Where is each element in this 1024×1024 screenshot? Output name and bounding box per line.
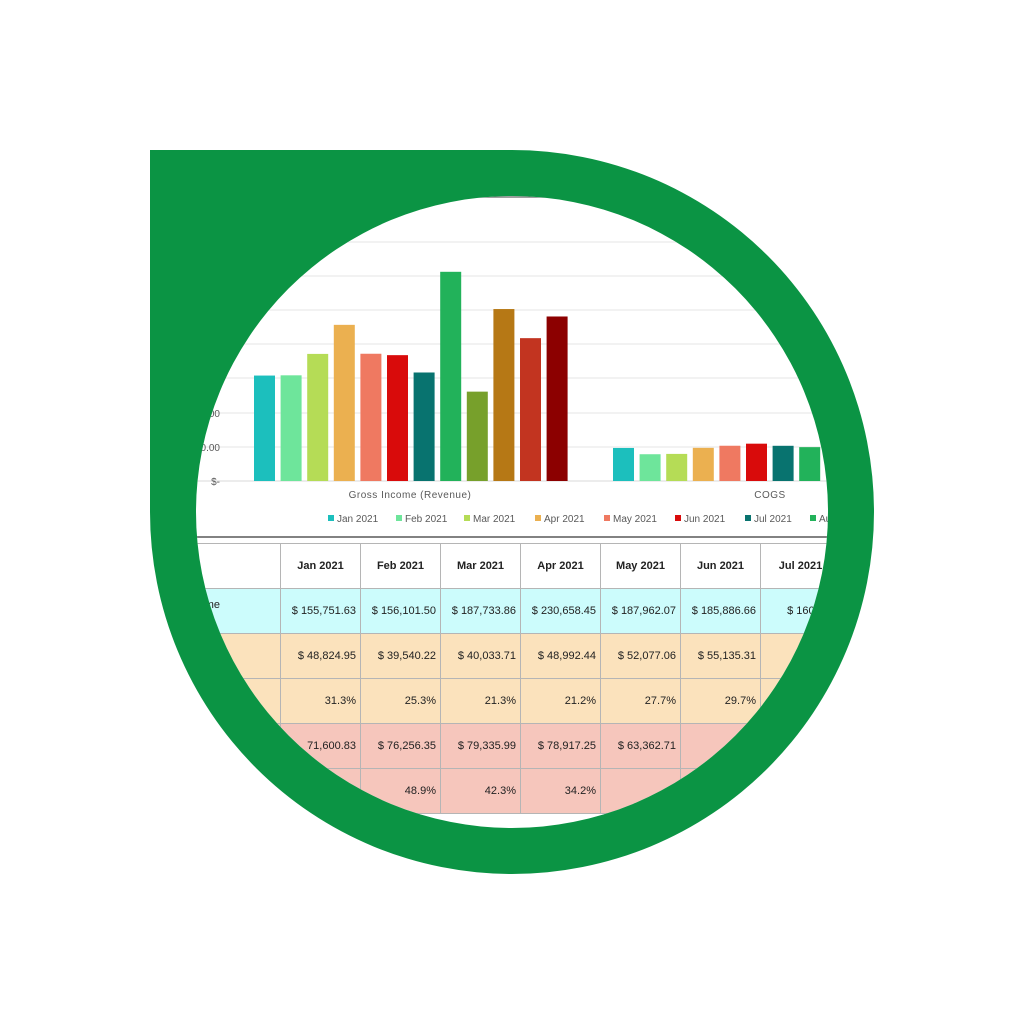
legend-label: Jun 2021 (684, 514, 726, 525)
bar-revenue (466, 391, 488, 481)
table-cell: $ 78,917.25 (520, 723, 601, 769)
bar-revenue (307, 353, 329, 481)
legend-swatch (604, 515, 610, 521)
table-cell: $ 55,135.31 (680, 633, 761, 679)
y-tick-label: 00.00 (195, 443, 220, 454)
legend-label: Jan 2021 (337, 514, 379, 525)
table-cell: 3 (600, 768, 681, 814)
row-label (196, 723, 281, 769)
y-tick-label: $- (211, 477, 220, 488)
table-cell: $ 40,033.71 (440, 633, 521, 679)
table-cell: 31.3% (280, 678, 361, 724)
column-header: Jun 2021 (680, 543, 761, 589)
bar-revenue (254, 375, 275, 481)
table-row: 48.9% 42.3% 34.2% 3 (196, 768, 828, 814)
table-cell: $ 230,658.45 (520, 588, 601, 634)
table-cell: 34.2% (520, 768, 601, 814)
column-header (196, 543, 281, 589)
table-cell (760, 678, 828, 724)
table-cell: $ 48,824.95 (280, 633, 361, 679)
legend-swatch (675, 515, 681, 521)
table-cell (280, 768, 361, 814)
legend-swatch (396, 515, 402, 521)
column-header: May 2021 (600, 543, 681, 589)
row-label (196, 633, 281, 679)
legend-label: May 2021 (613, 514, 657, 525)
legend-swatch (810, 515, 816, 521)
table-cell: 29.7% (680, 678, 761, 724)
table-cell: $ 185,886.66 (680, 588, 761, 634)
table-cell: 21.2% (520, 678, 601, 724)
row-label (196, 678, 281, 724)
table-cell: $ 155,751.63 (280, 588, 361, 634)
legend-swatch (328, 515, 334, 521)
bar-revenue (440, 271, 462, 481)
table-cell: 27.7% (600, 678, 681, 724)
table-cell (680, 768, 761, 814)
bar-cogs (639, 454, 661, 481)
table-cell: $ 76,256.35 (360, 723, 441, 769)
table-cell: $ 39,540.22 (360, 633, 441, 679)
table-cell: $ 160,278 (760, 588, 828, 634)
table-cell: $ 65, (680, 723, 761, 769)
table-cell: $ 187,962.07 (600, 588, 681, 634)
y-tick-label: 00.00 (195, 409, 220, 420)
legend-label: Au (819, 514, 831, 525)
table-cell: $ 48,992.44 (520, 633, 601, 679)
bar-revenue (333, 324, 355, 481)
table-cell: $ 52,077.06 (600, 633, 681, 679)
table-cell: 42.3% (440, 768, 521, 814)
table-row: $ 48,824.95 $ 39,540.22 $ 40,033.71 $ 48,99… (196, 633, 828, 679)
bar-revenue (413, 372, 435, 481)
bar-cogs (666, 453, 688, 481)
bar-revenue (280, 375, 302, 481)
table-cell: 21.3% (440, 678, 521, 724)
column-header: Jul 2021 (760, 543, 828, 589)
table-cell: $ 156,101.50 (360, 588, 441, 634)
legend-label: Mar 2021 (473, 514, 516, 525)
legend-label: Jul 2021 (754, 514, 792, 525)
legend-swatch (535, 515, 541, 521)
bar-cogs (799, 447, 821, 481)
column-header: Feb 2021 (360, 543, 441, 589)
monthly-summary-table: Jan 2021 Feb 2021 Mar 2021 Apr 2021 May 2021… (196, 543, 828, 814)
legend-label: Apr 2021 (544, 514, 585, 525)
column-header: Jan 2021 (280, 543, 361, 589)
table-cell: 25.3% (360, 678, 441, 724)
bar-revenue (360, 353, 382, 481)
bar-cogs (692, 447, 714, 481)
legend-swatch (745, 515, 751, 521)
table-row: me $ 155,751.63 $ 156,101.50 $ 187,733.86 $ … (196, 588, 828, 634)
bar-cogs (746, 443, 767, 481)
table-header-row: Jan 2021 Feb 2021 Mar 2021 Apr 2021 May 2021… (196, 543, 828, 589)
row-label: me (196, 588, 281, 634)
row-label (196, 768, 281, 814)
table-cell: 48.9% (360, 768, 441, 814)
category-label: Gross Income (Revenue) (349, 490, 472, 501)
bar-cogs (613, 447, 634, 481)
table-cell: $ 52 (760, 633, 828, 679)
table-cell: $ 187,733.86 (440, 588, 521, 634)
table-cell: $ 63,362.71 (600, 723, 681, 769)
table-cell: 71,600.83 (280, 723, 361, 769)
table-cell (760, 723, 828, 769)
legend-label: Feb 2021 (405, 514, 448, 525)
category-label: COGS (754, 490, 785, 501)
table-cell: $ 79,335.99 (440, 723, 521, 769)
table-row: 71,600.83 $ 76,256.35 $ 79,335.99 $ 78,917.… (196, 723, 828, 769)
bar-revenue (520, 338, 541, 481)
bar-revenue (546, 316, 568, 481)
table-cell (760, 768, 828, 814)
column-header: Apr 2021 (520, 543, 601, 589)
legend-swatch (464, 515, 470, 521)
column-header: Mar 2021 (440, 543, 521, 589)
table-row: 31.3% 25.3% 21.3% 21.2% 27.7% 29.7% (196, 678, 828, 724)
bar-revenue (387, 355, 408, 481)
bar-cogs (772, 445, 794, 481)
bar-revenue (493, 309, 515, 481)
bar-cogs (719, 445, 741, 481)
